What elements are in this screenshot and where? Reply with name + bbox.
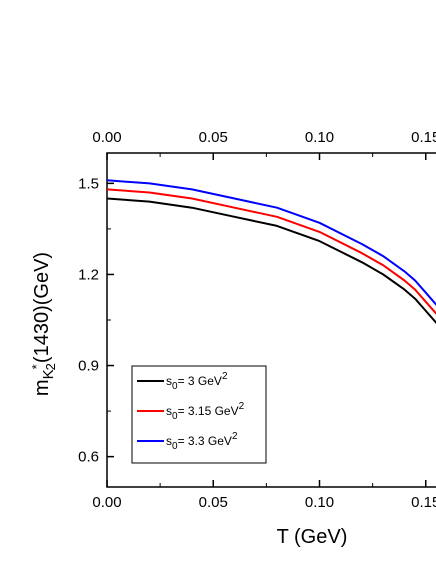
legend-label-part: 0 (172, 411, 178, 422)
legend-label-part: = 3.15 GeV (178, 404, 239, 418)
axis-ticks (106, 153, 427, 487)
y-axis-title-two: 2 (43, 363, 58, 370)
x-tick-label-top: 0.00 (92, 129, 121, 146)
legend-label-part: s (166, 434, 172, 448)
y-tick-label: 0.9 (78, 358, 99, 375)
y-axis-title-star: * (29, 364, 44, 369)
y-axis-title-rest: (1430)(GeV) (31, 252, 53, 363)
y-axis-title-base: m (31, 379, 53, 396)
x-tick-label-top: 0.10 (305, 129, 334, 146)
x-tick-label-bottom: 0.10 (305, 494, 334, 511)
legend-label-part: 0 (172, 441, 178, 452)
tick-labels: 0.00 0.00 0.05 0.05 0.10 0.10 0.15 0.15 0.6 0.9 1.… (78, 129, 436, 511)
legend-label-part: = 3.3 GeV (178, 434, 232, 448)
x-tick-label-bottom: 0.05 (199, 494, 228, 511)
series-line-3 (107, 179, 436, 306)
x-tick-label-bottom: 0.00 (92, 494, 121, 511)
y-axis-title-k: K (40, 369, 57, 379)
y-tick-label: 1.2 (78, 266, 99, 283)
legend-label-part: s (166, 404, 172, 418)
y-tick-label: 0.6 (78, 449, 99, 466)
legend-label-3: s0= 3.3 GeV2 (166, 431, 238, 452)
legend-label-part: 2 (222, 371, 228, 382)
legend-label-part: 2 (239, 401, 245, 412)
legend-box (131, 365, 267, 464)
legend-label-part: s (166, 374, 172, 388)
legend-label-part: 0 (172, 381, 178, 392)
legend-label-part: = 3 GeV (178, 374, 222, 388)
legend-label-part: 2 (232, 431, 238, 442)
series-line-2 (107, 188, 436, 315)
legend-label-1: s0= 3 GeV2 (166, 371, 228, 392)
x-tick-label-top: 0.05 (199, 129, 228, 146)
x-axis-title: T (GeV) (277, 526, 348, 548)
y-tick-label: 1.5 (78, 175, 99, 192)
legend-label-2: s0= 3.15 GeV2 (166, 401, 245, 422)
series-lines (107, 179, 436, 325)
series-line-1 (107, 197, 436, 325)
y-axis-title: mK*2(1430)(GeV) (29, 252, 58, 396)
x-tick-label-bottom: 0.15 (411, 494, 436, 511)
x-tick-label-top: 0.15 (411, 129, 436, 146)
